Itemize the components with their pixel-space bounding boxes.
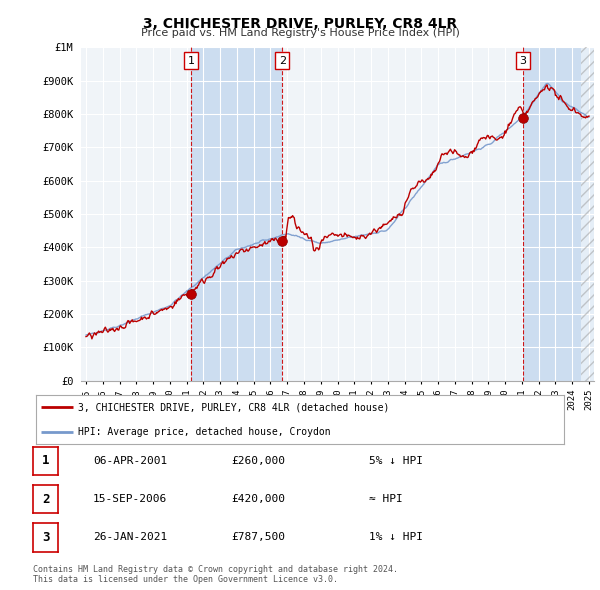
Text: 2: 2 bbox=[279, 55, 286, 65]
Bar bbox=[283, 47, 523, 381]
Bar bbox=[191, 47, 283, 381]
Text: HPI: Average price, detached house, Croydon: HPI: Average price, detached house, Croy… bbox=[78, 427, 331, 437]
Text: £420,000: £420,000 bbox=[231, 494, 285, 504]
Text: ≈ HPI: ≈ HPI bbox=[369, 494, 403, 504]
Text: £260,000: £260,000 bbox=[231, 456, 285, 466]
Text: 06-APR-2001: 06-APR-2001 bbox=[93, 456, 167, 466]
Text: Price paid vs. HM Land Registry's House Price Index (HPI): Price paid vs. HM Land Registry's House … bbox=[140, 28, 460, 38]
Text: 1: 1 bbox=[42, 454, 49, 467]
Text: 5% ↓ HPI: 5% ↓ HPI bbox=[369, 456, 423, 466]
Text: 3: 3 bbox=[42, 531, 49, 544]
Bar bbox=[81, 47, 191, 381]
Text: 1: 1 bbox=[188, 55, 194, 65]
Text: 3, CHICHESTER DRIVE, PURLEY, CR8 4LR: 3, CHICHESTER DRIVE, PURLEY, CR8 4LR bbox=[143, 17, 457, 31]
Text: 26-JAN-2021: 26-JAN-2021 bbox=[93, 533, 167, 542]
Text: 3, CHICHESTER DRIVE, PURLEY, CR8 4LR (detached house): 3, CHICHESTER DRIVE, PURLEY, CR8 4LR (de… bbox=[78, 402, 389, 412]
Text: Contains HM Land Registry data © Crown copyright and database right 2024.
This d: Contains HM Land Registry data © Crown c… bbox=[33, 565, 398, 584]
Bar bbox=[581, 47, 594, 381]
Text: 15-SEP-2006: 15-SEP-2006 bbox=[93, 494, 167, 504]
Text: £787,500: £787,500 bbox=[231, 533, 285, 542]
Text: 2: 2 bbox=[42, 493, 49, 506]
Text: 1% ↓ HPI: 1% ↓ HPI bbox=[369, 533, 423, 542]
Text: 3: 3 bbox=[520, 55, 527, 65]
Bar bbox=[523, 47, 594, 381]
